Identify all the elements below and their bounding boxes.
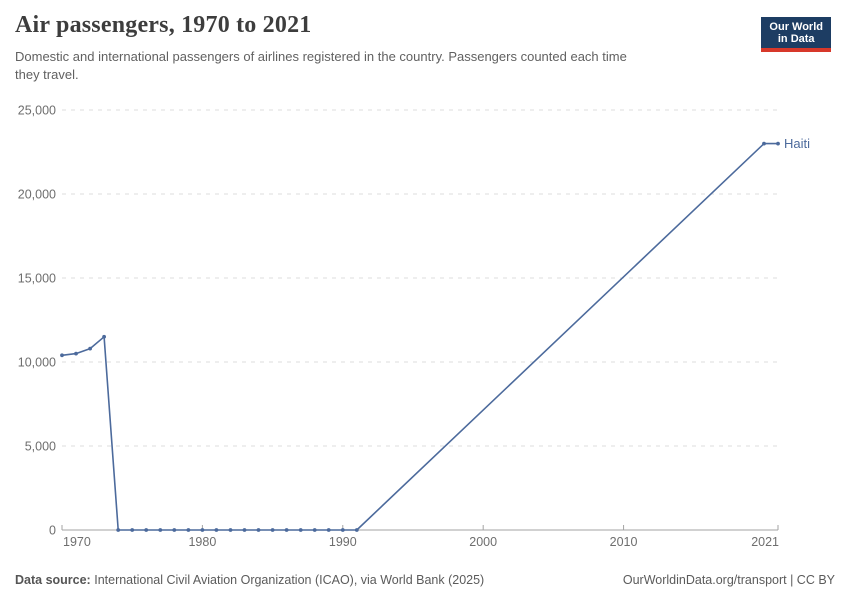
y-tick-label: 10,000 [18,356,56,370]
x-tick-label: 2021 [751,535,779,549]
chart-subtitle: Domestic and international passengers of… [15,48,627,84]
data-point-marker [228,528,233,532]
subtitle-line-2: they travel. [15,67,79,83]
x-tick-label: 1970 [63,535,91,549]
data-point-marker [284,528,289,532]
x-tick-label: 1980 [188,535,216,549]
data-point-marker [776,141,780,146]
data-point-marker [200,528,205,532]
y-tick-label: 0 [49,524,56,538]
data-point-marker [326,528,331,532]
y-tick-label: 15,000 [18,272,56,286]
data-point-marker [88,346,92,351]
logo-line-1: Our World [769,21,823,33]
data-point-marker [102,334,106,339]
x-tick-label: 2000 [469,535,497,549]
data-point-marker [256,528,261,532]
data-source-label: Data source: [15,573,91,587]
data-point-marker [186,528,191,532]
chart-footer: Data source: International Civil Aviatio… [15,573,835,587]
data-point-marker [130,528,135,532]
x-tick-label: 2010 [610,535,638,549]
data-point-marker [312,528,317,532]
y-tick-label: 25,000 [18,104,56,118]
logo-line-2: in Data [777,33,815,45]
data-point-marker [354,528,359,532]
series-line-haiti [61,142,779,531]
y-tick-label: 5,000 [25,440,56,454]
x-tick-label: 1990 [329,535,357,549]
data-point-marker [214,528,219,532]
owid-logo[interactable]: Our World in Data [761,17,831,52]
series-label-haiti: Haiti [784,136,810,151]
page-title: Air passengers, 1970 to 2021 [15,12,312,38]
chart-header: Air passengers, 1970 to 2021 Domestic an… [15,12,627,84]
data-point-marker [242,528,247,532]
line-chart-plot: 0 5,000 10,000 15,000 20,000 25,000 1970 1980 19… [18,104,810,550]
credit-link[interactable]: OurWorldinData.org/transport | CC BY [622,573,835,587]
subtitle-line-1: Domestic and international passengers of… [15,49,627,64]
data-source-text: International Civil Aviation Organizatio… [94,573,485,587]
data-point-marker [74,351,78,356]
data-point-marker [116,528,121,532]
data-point-marker [270,528,275,532]
data-point-marker [144,528,149,532]
data-point-marker [60,353,64,358]
data-point-marker [762,141,766,146]
y-tick-label: 20,000 [18,188,56,202]
data-point-marker [158,528,163,532]
data-point-marker [298,528,303,532]
data-point-marker [172,528,177,532]
data-source: Data source: International Civil Aviatio… [15,573,484,587]
data-point-marker [340,528,345,532]
